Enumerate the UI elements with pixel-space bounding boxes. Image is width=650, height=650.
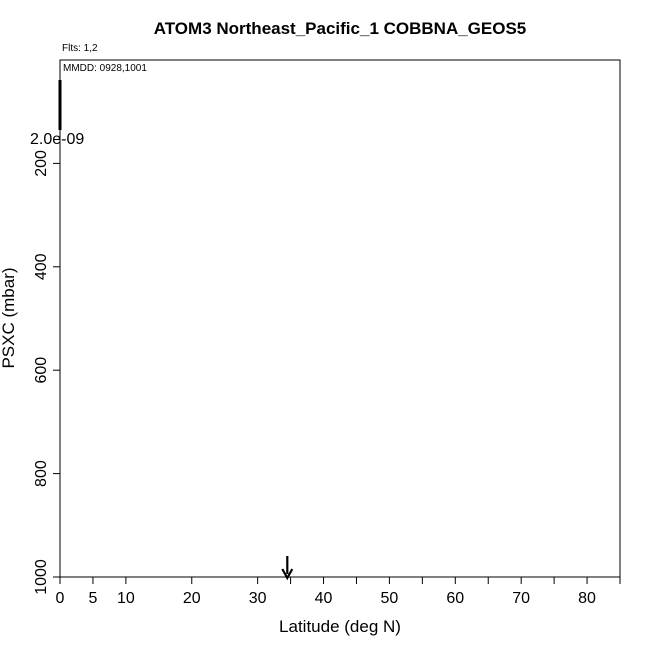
chart-title: ATOM3 Northeast_Pacific_1 COBBNA_GEOS5 <box>154 19 527 38</box>
flight-track-segment <box>241 161 253 165</box>
flight-track-segment <box>204 165 223 532</box>
flight-track-segment <box>237 161 244 537</box>
flight-track-segment <box>421 188 432 542</box>
flight-track-segment <box>88 175 94 558</box>
x-axis: 0 5 10 20 30 40 50 60 70 80 <box>56 576 621 607</box>
flight-track-segment <box>266 199 289 397</box>
flights-label: Flts: 1,2 <box>62 43 98 54</box>
x-tick-label: 60 <box>446 590 464 607</box>
x-tick-label: 70 <box>512 590 530 607</box>
flight-track-segment <box>161 167 183 521</box>
y-tick-label: 800 <box>33 460 50 487</box>
x-tick-label: 10 <box>117 590 135 607</box>
x-tick-label: 30 <box>249 590 267 607</box>
y-tick-label: 200 <box>33 150 50 177</box>
flight-track-segment <box>382 191 397 558</box>
x-tick-label: 40 <box>315 590 333 607</box>
flight-track-segment <box>65 175 71 558</box>
flight-track-segment <box>327 209 335 568</box>
flight-track-segment <box>187 167 196 521</box>
y-tick-label: 400 <box>33 253 50 280</box>
flight-track-segment <box>115 167 126 537</box>
flight-track-segment <box>137 182 142 196</box>
flight-track-segment <box>400 191 410 560</box>
flight-track-segment <box>312 208 322 568</box>
flight-track-segment <box>342 197 361 547</box>
y-axis: 200 400 600 800 1000 <box>33 60 61 595</box>
x-tick-label: 0 <box>56 590 65 607</box>
flight-track-segment <box>60 188 71 268</box>
x-tick-label: 5 <box>88 590 97 607</box>
marker-arrow-head <box>281 568 294 581</box>
latitude-marker <box>281 556 294 581</box>
flight-track-segment <box>291 207 315 212</box>
flight-track-segment <box>229 195 269 202</box>
flight-tracks <box>60 161 530 568</box>
flight-track-segment <box>288 209 294 382</box>
flight-track-segment <box>322 209 327 568</box>
flight-track-segment <box>144 167 159 521</box>
flight-track-segment <box>227 165 236 537</box>
y-axis-title: PSXC (mbar) <box>0 267 18 368</box>
flight-track-segment <box>365 197 378 552</box>
flight-track-segment <box>249 162 276 168</box>
x-axis-title: Latitude (deg N) <box>279 617 401 636</box>
y-tick-label: 1000 <box>33 559 50 595</box>
flight-track-segment <box>139 193 233 199</box>
x-tick-label: 80 <box>578 590 596 607</box>
plot-frame <box>59 59 621 578</box>
dates-label: MMDD: 0928,1001 <box>63 63 147 74</box>
scale-label: 2.0e-09 <box>30 131 84 148</box>
flight-track-segment <box>97 188 106 558</box>
y-tick-label: 600 <box>33 357 50 384</box>
flight-track-segment <box>100 183 109 563</box>
flight-track-segment <box>432 180 530 186</box>
x-tick-label: 50 <box>381 590 399 607</box>
flight-track-segment <box>273 165 282 351</box>
x-tick-label: 20 <box>183 590 201 607</box>
